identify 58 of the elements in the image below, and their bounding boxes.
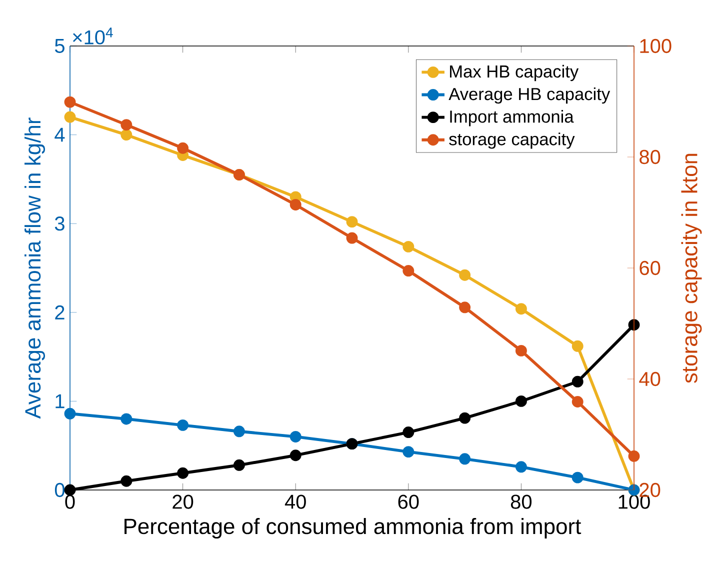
point (515, 395, 527, 407)
y-tick-label: 4 (54, 128, 65, 142)
y-tick-label: 5 (54, 39, 64, 53)
point (459, 412, 471, 424)
point (290, 198, 302, 210)
point (402, 240, 414, 252)
point (402, 426, 414, 438)
point (177, 142, 189, 154)
point (290, 430, 302, 442)
point (572, 340, 584, 352)
point (346, 232, 358, 244)
x-tick-label: 80 (510, 494, 532, 509)
y-axis-title: Average ammonia flow in kg/hr (24, 118, 46, 419)
point (64, 111, 76, 123)
point (120, 413, 132, 425)
point (515, 344, 527, 356)
point (572, 396, 584, 408)
text: ×10$^{4}$ (72, 28, 113, 44)
y2-tick-label: 60 (640, 260, 660, 276)
y-tick-label: 1 (56, 394, 64, 408)
point (515, 303, 527, 315)
y-tick-label: 0 (54, 482, 64, 498)
x-tick-label: 0 (65, 494, 75, 509)
legend-label: storage capacity (449, 132, 575, 149)
point (572, 376, 584, 388)
x-tick-label: 60 (398, 494, 419, 509)
x-axis-title: Percentage of consumed ammonia from import (124, 518, 582, 539)
y2-tick-label: 80 (640, 150, 660, 164)
x-tick-label: 20 (172, 494, 194, 509)
legend-label: Import ammonia (450, 110, 574, 126)
point (64, 96, 76, 108)
point (459, 269, 471, 281)
point (233, 426, 245, 438)
y-tick-label: 2 (55, 305, 64, 320)
point (346, 216, 358, 228)
point (120, 475, 132, 487)
y-tick-label: 3 (54, 216, 64, 231)
y2-tick-label: 100 (640, 38, 672, 54)
x-tick-label: 40 (284, 494, 306, 509)
point (402, 265, 414, 277)
point (402, 446, 414, 458)
y2-axis-title: storage capacity in kton (681, 154, 702, 383)
point (177, 467, 189, 479)
point (120, 129, 132, 141)
point (459, 302, 471, 314)
point (515, 461, 527, 473)
point (628, 450, 640, 462)
point (628, 319, 640, 331)
y2-tick-label: 40 (639, 372, 660, 386)
legend-label: Max HB capacity (450, 64, 579, 82)
point (120, 119, 132, 131)
point (233, 459, 245, 471)
point (64, 408, 76, 420)
point (572, 472, 584, 484)
point (459, 453, 471, 465)
legend-label: Average HB capacity (448, 87, 610, 104)
point (177, 419, 189, 431)
point (290, 450, 302, 462)
